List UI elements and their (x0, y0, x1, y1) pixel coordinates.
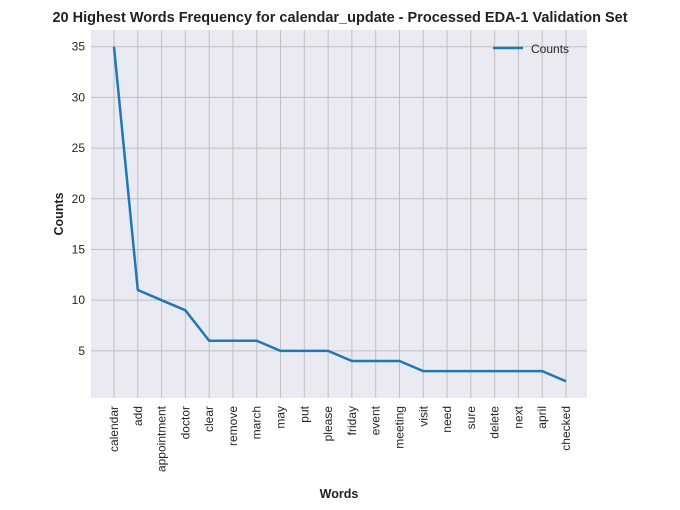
x-tick-label: put (297, 405, 311, 422)
y-tick-label: 35 (72, 40, 86, 54)
series-layer (112, 46, 567, 383)
x-tick-label: appointment (155, 405, 169, 472)
x-tick-label: delete (488, 406, 502, 439)
x-tick-label: meeting (392, 406, 406, 449)
series-line (112, 46, 567, 383)
x-tick-label: please (321, 406, 335, 442)
y-tick-label: 20 (72, 192, 86, 206)
x-tick-label: may (274, 406, 288, 429)
chart-title: 20 Highest Words Frequency for calendar_… (52, 10, 627, 26)
x-tick-label: need (440, 406, 454, 433)
plot-area (91, 30, 587, 398)
x-axis-label: Words (320, 487, 359, 501)
x-tick-label: visit (416, 405, 430, 426)
legend-label: Counts (531, 42, 569, 56)
y-tick-label: 15 (72, 242, 86, 256)
x-tick-label: calendar (107, 406, 121, 452)
y-tick-label: 25 (72, 141, 86, 155)
grid (91, 30, 587, 398)
x-tick-label: clear (202, 406, 216, 432)
x-tick-label: checked (559, 406, 573, 451)
x-tick-label: march (250, 406, 264, 439)
x-tick-label: april (535, 406, 549, 429)
x-tick-labels: calendar add appointment doctor clear remove m… (107, 405, 573, 472)
y-axis-label: Counts (52, 192, 66, 235)
x-tick-label: next (511, 405, 525, 428)
y-tick-label: 5 (78, 344, 85, 358)
x-tick-label: remove (226, 406, 240, 446)
x-tick-label: add (131, 406, 145, 426)
y-tick-labels: 5 10 15 20 25 30 35 (72, 40, 86, 358)
x-tick-label: doctor (178, 406, 192, 439)
x-tick-label: event (369, 405, 383, 435)
x-tick-label: sure (464, 406, 478, 430)
y-tick-label: 10 (72, 293, 86, 307)
y-tick-label: 30 (72, 90, 86, 104)
legend: Counts (493, 42, 569, 56)
x-tick-label: friday (345, 406, 359, 435)
